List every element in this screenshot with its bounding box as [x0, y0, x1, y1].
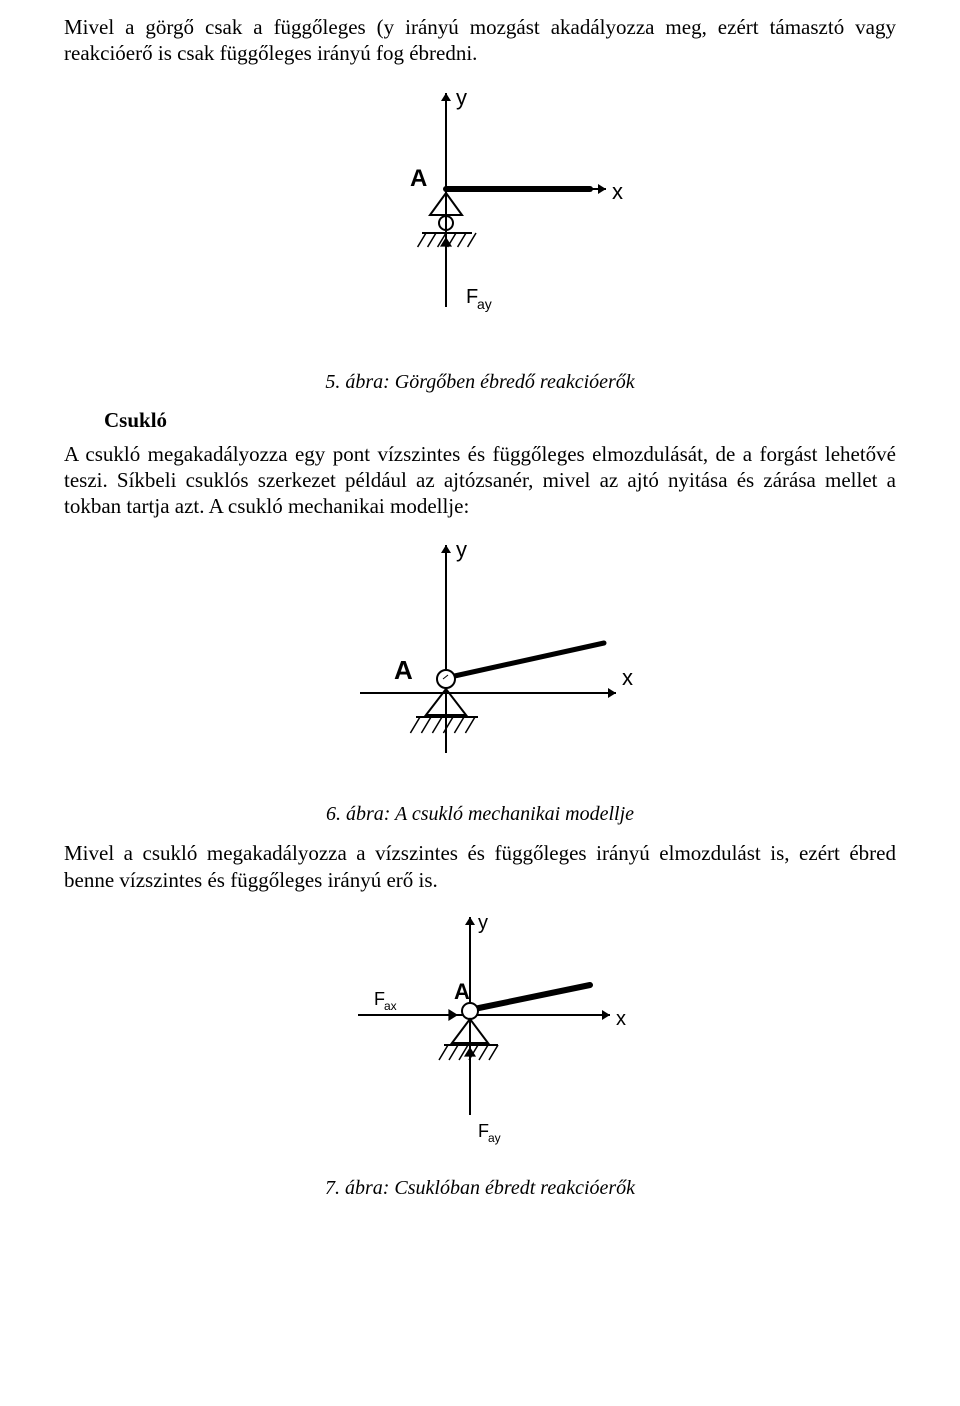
svg-text:ay: ay — [488, 1131, 501, 1145]
figure-7-pin-reactions: yxAFaxFay — [310, 907, 650, 1167]
paragraph-3: Mivel a csukló megakadályozza a vízszint… — [64, 840, 896, 893]
heading-csuklo: Csukló — [104, 408, 896, 433]
svg-text:y: y — [456, 537, 467, 562]
paragraph-2: A csukló megakadályozza egy pont vízszin… — [64, 441, 896, 520]
svg-text:y: y — [478, 912, 488, 934]
svg-text:ax: ax — [384, 999, 397, 1013]
svg-text:A: A — [394, 655, 413, 685]
caption-figure-5: 5. ábra: Görgőben ébredő reakcióerők — [64, 371, 896, 394]
figure-6-pin-model: y x A — [300, 533, 660, 793]
svg-text:A: A — [410, 165, 427, 192]
svg-text:ay: ay — [477, 296, 492, 312]
paragraph-1: Mivel a görgő csak a függőleges (y irány… — [64, 14, 896, 67]
figure-5-roller-reaction: yxAFay — [310, 81, 650, 361]
svg-text:x: x — [612, 179, 623, 204]
svg-text:y: y — [456, 85, 467, 110]
page: Mivel a görgő csak a függőleges (y irány… — [0, 0, 960, 1406]
caption-figure-6: 6. ábra: A csukló mechanikai modellje — [64, 803, 896, 826]
svg-text:x: x — [622, 665, 633, 690]
caption-figure-7: 7. ábra: Csuklóban ébredt reakcióerők — [64, 1177, 896, 1200]
svg-text:A: A — [454, 979, 470, 1004]
svg-text:x: x — [616, 1008, 626, 1030]
